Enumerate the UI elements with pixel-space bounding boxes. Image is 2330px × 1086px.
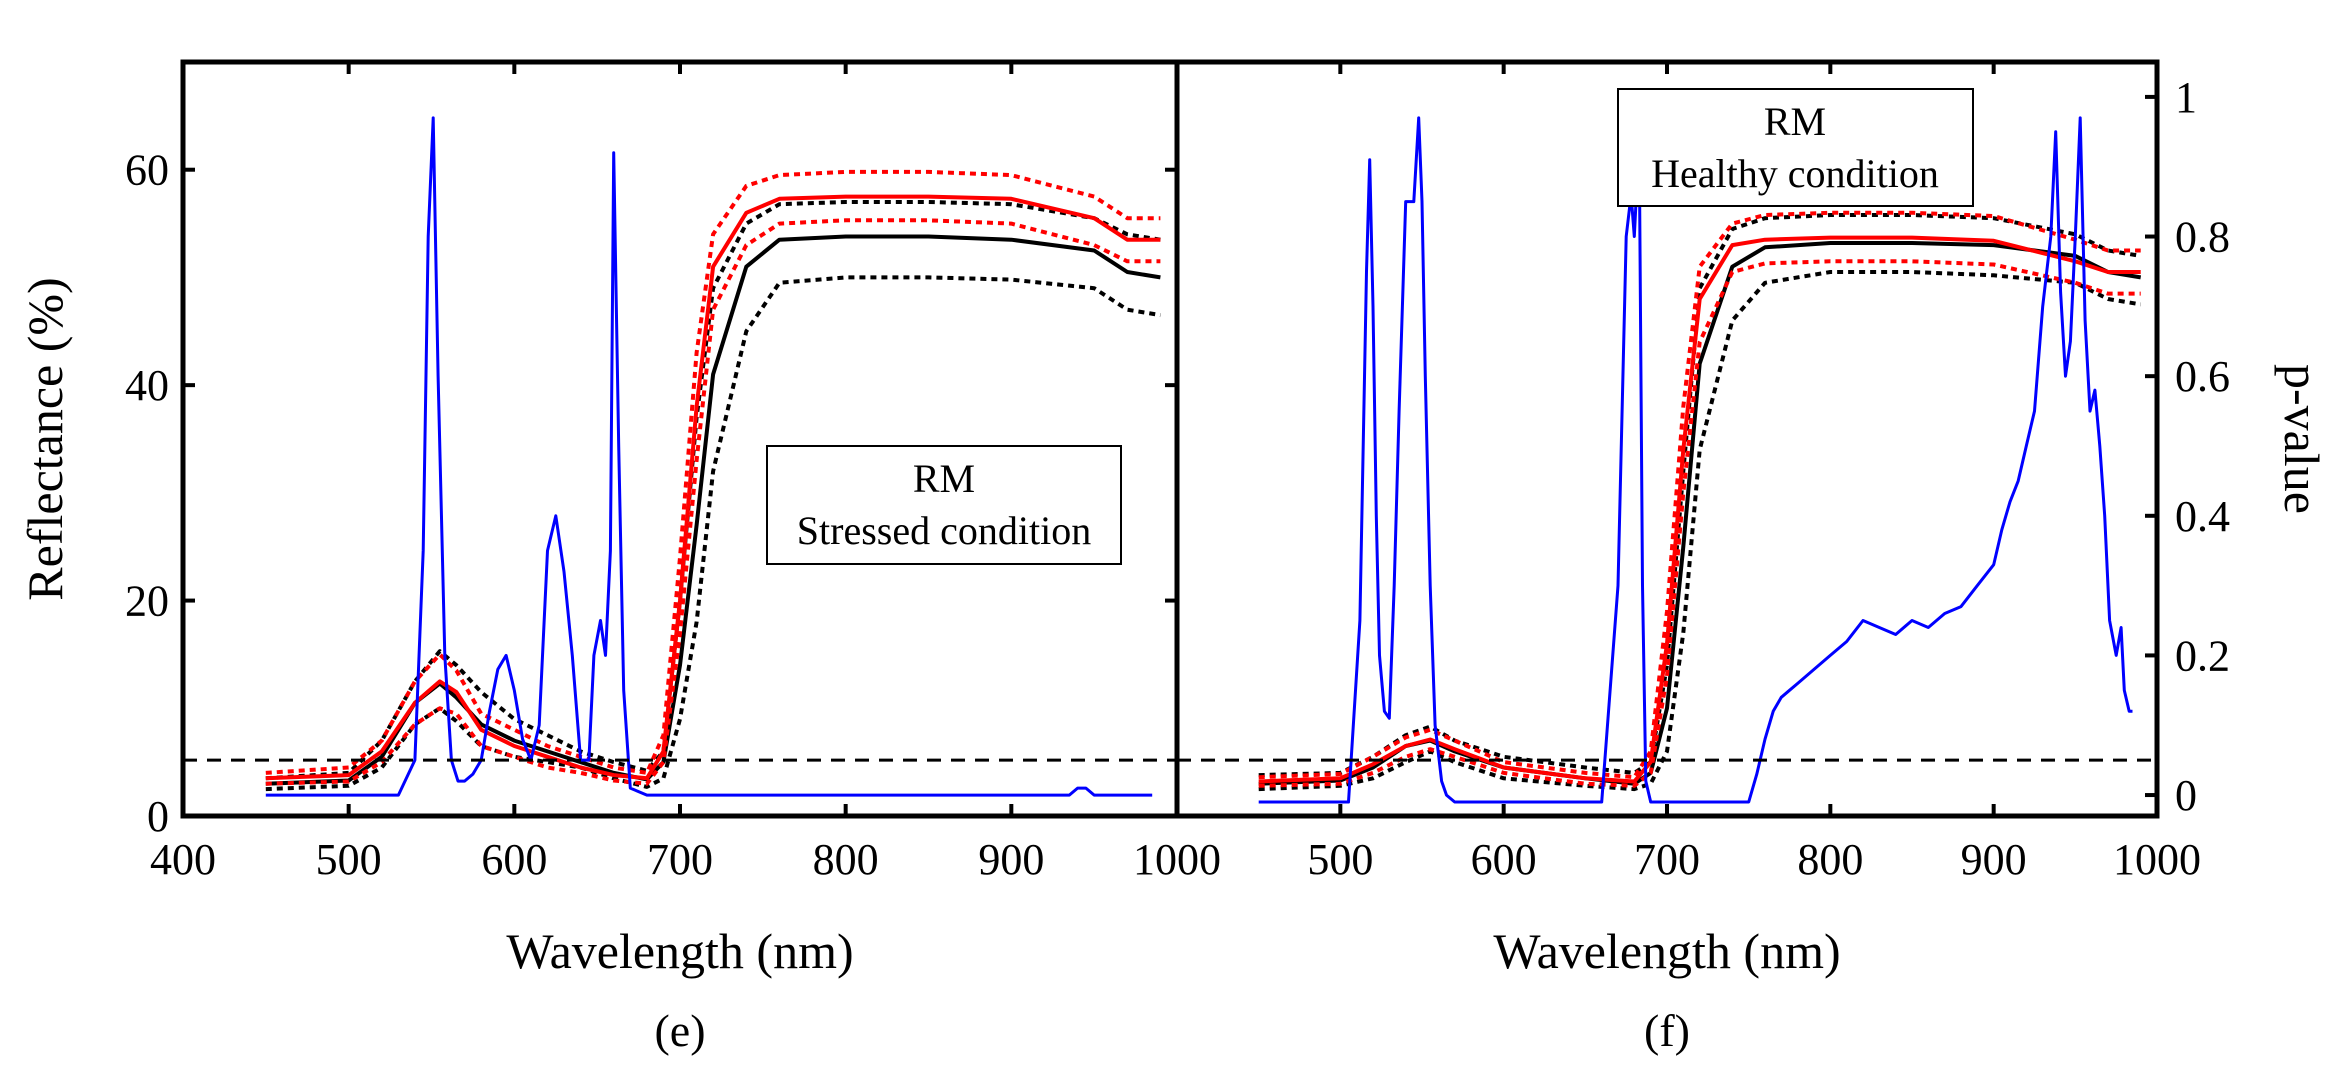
legend-line-2: Stressed condition — [797, 508, 1091, 553]
plot-frame — [180, 59, 1180, 819]
panel-f: 500 600 700 800 900 1000 0 0.2 0.4 0.6 0.8 1 p-value… — [1174, 59, 2330, 1056]
series-line-4 — [1258, 235, 2141, 784]
legend-line-2: Healthy condition — [1651, 151, 1939, 196]
y2-tick-label: 1 — [2175, 73, 2197, 122]
series-line-7 — [1258, 116, 2133, 804]
x-axis-title: Wavelength (nm) — [506, 923, 853, 979]
legend-box — [766, 445, 1122, 565]
legend-line-1: RM — [1764, 99, 1826, 144]
series-line-3 — [265, 275, 1161, 792]
x-tick-label: 1000 — [1133, 835, 1221, 884]
series-line-3 — [1258, 270, 2142, 792]
series-line-5 — [1258, 210, 2141, 780]
y-axis-title: Reflectance (%) — [17, 277, 73, 600]
y-tick-label: 0 — [147, 792, 169, 841]
y-tick-label: 20 — [125, 577, 169, 626]
x-tick-label: 500 — [1307, 835, 1373, 884]
y2-axis-title: p-value — [2274, 364, 2330, 514]
x-tick-label: 800 — [1797, 835, 1863, 884]
x-tick-label: 700 — [1634, 835, 1700, 884]
x-tick-label: 900 — [1961, 835, 2027, 884]
panel-label: (f) — [1644, 1005, 1690, 1056]
x-tick-label: 900 — [978, 835, 1044, 884]
y-tick-label: 40 — [125, 361, 169, 410]
y2-tick-label: 0.8 — [2175, 213, 2230, 262]
y2-tick-label: 0 — [2175, 771, 2197, 820]
series-line-4 — [265, 194, 1161, 781]
x-tick-label: 400 — [150, 835, 216, 884]
series-line-2 — [1258, 213, 2142, 778]
series-line-7 — [265, 116, 1153, 797]
x-tick-label: 600 — [481, 835, 547, 884]
x-tick-label: 600 — [1471, 835, 1537, 884]
panel-label: (e) — [654, 1005, 705, 1056]
x-axis-title: Wavelength (nm) — [1493, 923, 1840, 979]
y2-tick-label: 0.4 — [2175, 492, 2230, 541]
x-tick-label: 800 — [813, 835, 879, 884]
series-line-6 — [265, 218, 1161, 786]
legend-box — [1617, 88, 1974, 207]
y-tick-label: 60 — [125, 146, 169, 195]
y2-tick-label: 0.2 — [2175, 631, 2230, 680]
x-tick-label: 500 — [316, 835, 382, 884]
series-line-2 — [265, 200, 1161, 781]
x-tick-label: 1000 — [2113, 835, 2201, 884]
y2-tick-label: 0.6 — [2175, 352, 2230, 401]
legend-line-1: RM — [913, 456, 975, 501]
x-tick-label: 700 — [647, 835, 713, 884]
panel-e: 400 500 600 700 800 900 1000 0 20 40 60 Reflectance… — [17, 59, 1221, 1056]
series-line-5 — [265, 169, 1161, 775]
